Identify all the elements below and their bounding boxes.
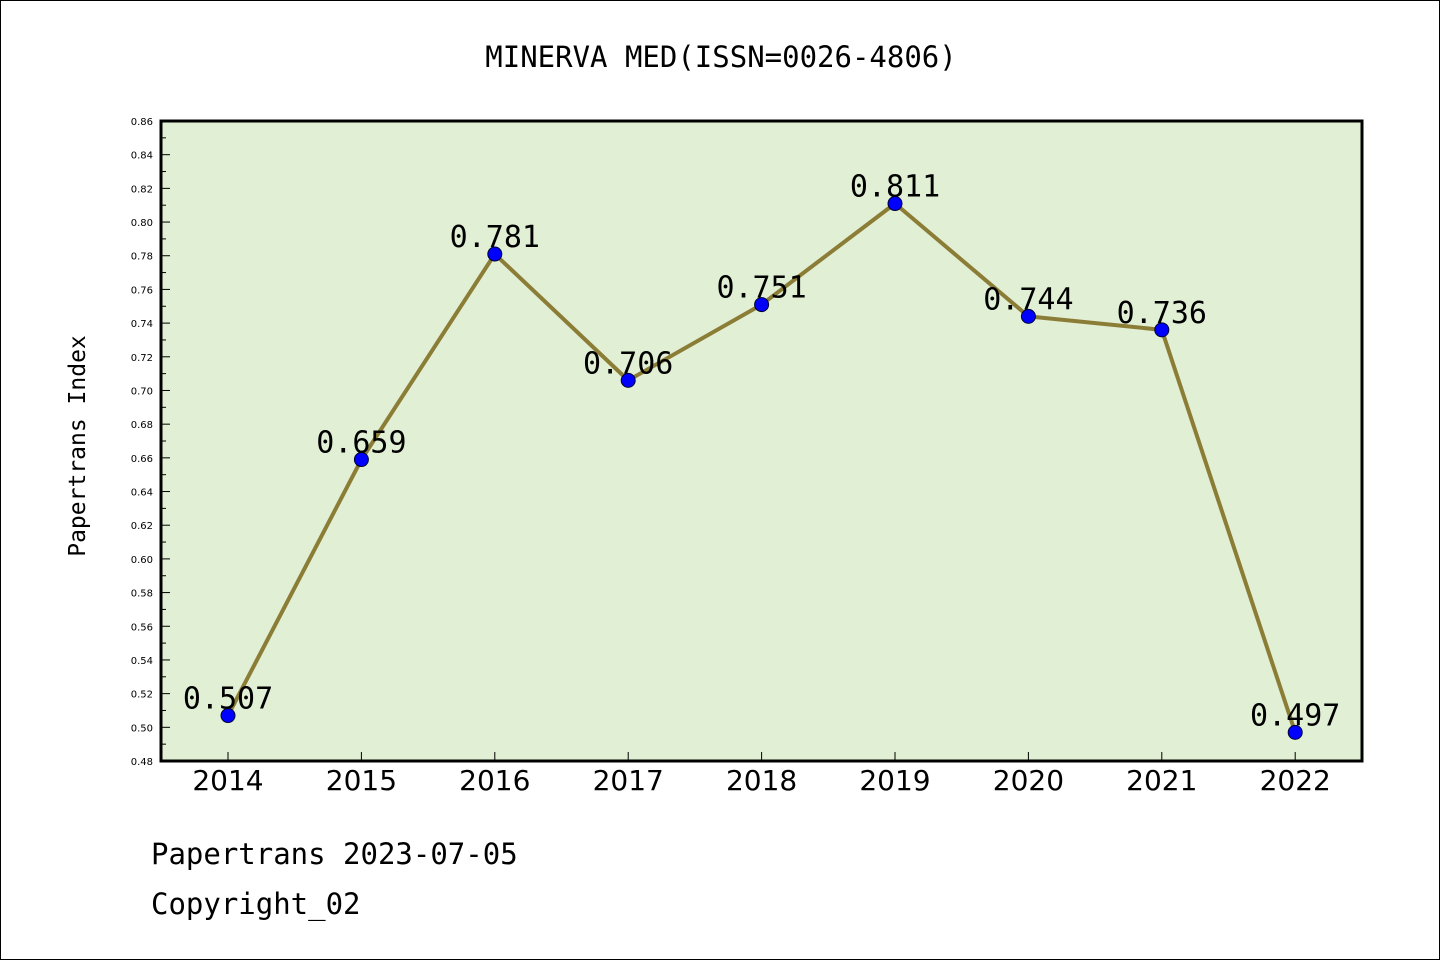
x-tick-label: 2022 [1260, 764, 1331, 797]
data-label: 0.744 [983, 282, 1073, 317]
data-label: 0.706 [583, 346, 673, 381]
y-tick-label: 0.56 [131, 622, 153, 633]
data-label: 0.751 [716, 271, 806, 306]
data-label: 0.507 [183, 682, 273, 717]
y-tick-label: 0.82 [131, 184, 153, 195]
y-tick-label: 0.52 [131, 690, 153, 701]
y-tick-label: 0.48 [131, 757, 153, 768]
data-point [487, 246, 503, 262]
y-tick-label: 0.76 [131, 285, 153, 296]
y-tick-label: 0.66 [131, 454, 153, 465]
data-label: 0.497 [1250, 698, 1340, 733]
y-tick-label: 0.78 [131, 252, 153, 263]
y-axis-label: Papertrans Index [65, 335, 91, 557]
y-tick-label: 0.54 [131, 656, 153, 667]
footer-date: Papertrans 2023-07-05 [151, 837, 518, 871]
data-point [1287, 724, 1303, 740]
data-point [620, 372, 636, 388]
chart-title: MINERVA MED(ISSN=0026-4806) [485, 40, 956, 74]
x-tick-label: 2017 [593, 764, 664, 797]
data-label: 0.736 [1117, 296, 1207, 331]
y-tick-label: 0.64 [131, 488, 153, 499]
plot-frame [159, 119, 1364, 763]
data-point [887, 196, 903, 212]
y-tick-label: 0.62 [131, 521, 153, 532]
data-point [220, 708, 236, 724]
data-label: 0.811 [850, 170, 940, 205]
x-tick-label: 2016 [459, 764, 530, 797]
x-tick-label: 2015 [326, 764, 397, 797]
series-markers [220, 196, 1303, 740]
x-tick-label: 2014 [192, 764, 263, 797]
y-tick-label: 0.84 [131, 151, 153, 162]
x-tick-label: 2020 [993, 764, 1064, 797]
y-tick-label: 0.80 [131, 218, 153, 229]
footer-copyright: Copyright_02 [151, 887, 361, 921]
y-tick-label: 0.58 [131, 589, 153, 600]
data-point [1154, 322, 1170, 338]
data-point [353, 452, 369, 468]
y-tick-label: 0.74 [131, 319, 153, 330]
y-tick-label: 0.70 [131, 386, 153, 397]
data-point [754, 297, 770, 313]
y-tick-label: 0.60 [131, 555, 153, 566]
data-label: 0.781 [450, 220, 540, 255]
y-tick-label: 0.72 [131, 353, 153, 364]
y-tick-label: 0.50 [131, 723, 153, 734]
x-axis: 2014 2015 2016 2017 2018 2019 2020 2021 2022 [192, 752, 1331, 797]
plot-area [161, 121, 1362, 761]
data-labels: 0.507 0.659 0.781 0.706 0.751 0.811 0.744 0.736… [183, 170, 1341, 734]
y-tick-label: 0.68 [131, 420, 153, 431]
x-tick-label: 2019 [859, 764, 930, 797]
data-label: 0.659 [316, 426, 406, 461]
data-point [1020, 308, 1036, 324]
x-tick-label: 2018 [726, 764, 797, 797]
y-tick-label: 0.86 [131, 117, 153, 128]
x-tick-label: 2021 [1126, 764, 1197, 797]
